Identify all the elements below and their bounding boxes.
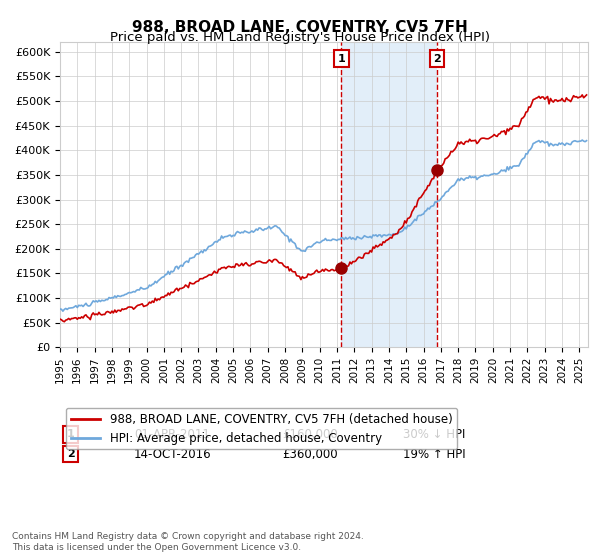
Text: 30% ↓ HPI: 30% ↓ HPI <box>403 428 466 441</box>
Text: 19% ↑ HPI: 19% ↑ HPI <box>403 447 466 460</box>
Text: 1: 1 <box>337 54 345 64</box>
Text: 2: 2 <box>433 54 441 64</box>
Text: 1: 1 <box>67 429 74 439</box>
Text: Price paid vs. HM Land Registry's House Price Index (HPI): Price paid vs. HM Land Registry's House … <box>110 31 490 44</box>
Text: 01-APR-2011: 01-APR-2011 <box>134 428 210 441</box>
Text: £160,000: £160,000 <box>282 428 338 441</box>
Text: 2: 2 <box>67 449 74 459</box>
Bar <box>341 42 437 347</box>
Text: Contains HM Land Registry data © Crown copyright and database right 2024.
This d: Contains HM Land Registry data © Crown c… <box>12 532 364 552</box>
Legend: 988, BROAD LANE, COVENTRY, CV5 7FH (detached house), HPI: Average price, detache: 988, BROAD LANE, COVENTRY, CV5 7FH (deta… <box>66 408 457 449</box>
Text: 14-OCT-2016: 14-OCT-2016 <box>134 447 212 460</box>
Text: £360,000: £360,000 <box>282 447 337 460</box>
Text: 988, BROAD LANE, COVENTRY, CV5 7FH: 988, BROAD LANE, COVENTRY, CV5 7FH <box>132 20 468 35</box>
